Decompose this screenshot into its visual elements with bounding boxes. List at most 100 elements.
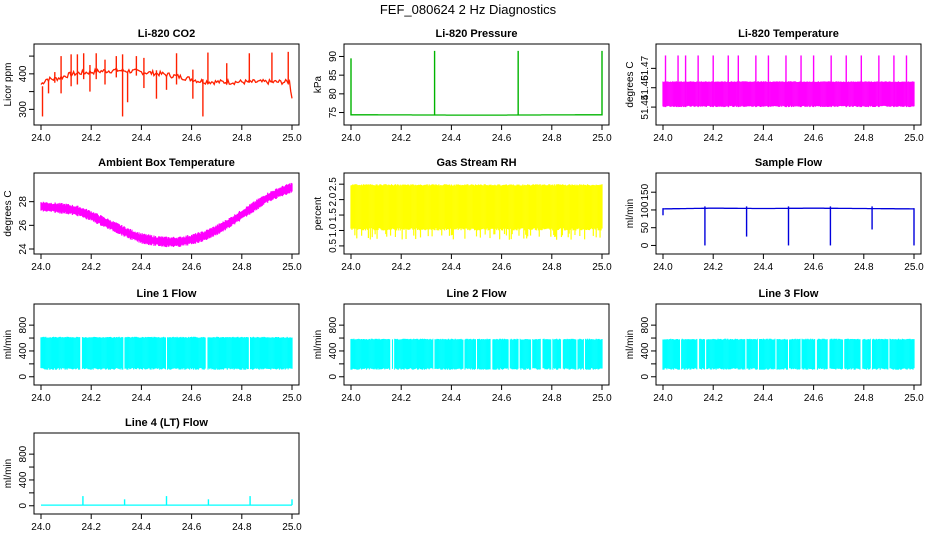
- x-tick-label: 24.4: [132, 262, 152, 273]
- x-tick-label: 24.8: [854, 393, 874, 404]
- x-tick-label: 25.0: [282, 522, 302, 533]
- y-tick-label: 26: [18, 219, 29, 231]
- x-tick-label: 24.2: [391, 133, 411, 144]
- x-tick-label: 24.6: [182, 393, 202, 404]
- data-layer: [40, 336, 293, 370]
- y-tick-label: 1.0: [328, 223, 339, 237]
- x-tick-label: 25.0: [592, 393, 612, 404]
- x-tick-label: 24.6: [804, 262, 824, 273]
- panel-title: Li-820 CO2: [138, 28, 195, 40]
- x-tick-label: 25.0: [282, 393, 302, 404]
- x-tick-label: 24.8: [232, 393, 252, 404]
- x-tick-label: 24.4: [132, 522, 152, 533]
- y-axis-label: ml/min: [625, 330, 636, 359]
- x-tick-label: 24.6: [492, 393, 512, 404]
- x-tick-label: 24.2: [81, 262, 101, 273]
- plot-frame: [33, 43, 300, 126]
- y-tick-label: 0: [328, 374, 339, 380]
- y-tick-label: 100: [640, 201, 651, 218]
- data-layer: [662, 338, 915, 370]
- y-tick-label: 2.0: [328, 192, 339, 206]
- plot-frame: [343, 303, 610, 386]
- x-tick-label: 25.0: [904, 133, 924, 144]
- panel-title: Li-820 Temperature: [738, 28, 839, 40]
- x-tick-label: 24.0: [31, 393, 51, 404]
- panel-title: Li-820 Pressure: [436, 28, 518, 40]
- x-tick-label: 24.8: [232, 522, 252, 533]
- y-tick-label: 50: [640, 222, 651, 234]
- x-tick-label: 24.6: [804, 393, 824, 404]
- y-axis-label: degrees C: [625, 61, 636, 107]
- data-layer: [40, 182, 293, 248]
- x-tick-label: 24.4: [132, 133, 152, 144]
- y-axis-label: degrees C: [3, 190, 14, 236]
- panel-9: Line 4 (LT) Flow ml/min 24.0 24.2 24.4 24.6 24…: [3, 417, 302, 533]
- x-tick-label: 25.0: [592, 262, 612, 273]
- x-tick-label: 24.0: [31, 133, 51, 144]
- y-tick-label: 0: [18, 374, 29, 380]
- y-tick-label: 51.44: [640, 94, 651, 119]
- y-tick-label: 300: [18, 101, 29, 118]
- plot-frame: [343, 43, 610, 126]
- y-axis-label: Licor ppm: [3, 63, 14, 107]
- x-tick-label: 24.4: [442, 262, 462, 273]
- panel-5: Sample Flow ml/min 24.0 24.2 24.4 24.6 24.8 25.…: [625, 157, 924, 273]
- panel-title: Line 2 Flow: [447, 288, 507, 300]
- y-axis-label: ml/min: [3, 330, 14, 359]
- x-tick-label: 24.0: [31, 522, 51, 533]
- panel-1: Li-820 Pressure kPa 24.0 24.2 24.4 24.6 24.8 25…: [313, 28, 612, 144]
- x-tick-label: 24.0: [341, 133, 361, 144]
- plot-frame: [33, 172, 300, 255]
- x-tick-label: 24.4: [442, 133, 462, 144]
- y-tick-label: 0.5: [328, 239, 339, 253]
- panel-7: Line 2 Flow ml/min 24.0 24.2 24.4 24.6 24.8 25.…: [313, 288, 612, 404]
- y-tick-label: 2.5: [328, 177, 339, 191]
- y-tick-label: 400: [18, 471, 29, 488]
- plot-frame: [343, 172, 610, 255]
- y-tick-label: 85: [328, 69, 339, 81]
- data-layer: [350, 50, 603, 116]
- x-tick-label: 24.6: [182, 522, 202, 533]
- figure-title: FEF_080624 2 Hz Diagnostics: [380, 2, 557, 17]
- y-tick-label: 51.46: [640, 75, 651, 100]
- panel-title: Line 4 (LT) Flow: [125, 417, 208, 429]
- x-tick-label: 24.2: [703, 393, 723, 404]
- y-tick-label: 1.5: [328, 208, 339, 222]
- data-layer: [40, 51, 293, 117]
- x-tick-label: 24.0: [653, 262, 673, 273]
- y-tick-label: 400: [328, 342, 339, 359]
- y-tick-label: 800: [18, 445, 29, 462]
- x-tick-label: 24.0: [341, 393, 361, 404]
- x-tick-label: 24.8: [232, 133, 252, 144]
- y-axis-label: percent: [313, 197, 324, 231]
- x-tick-label: 24.0: [653, 393, 673, 404]
- x-tick-label: 24.8: [854, 133, 874, 144]
- x-tick-label: 24.6: [804, 133, 824, 144]
- panel-3: Ambient Box Temperature degrees C 24.0 24.2…: [3, 157, 302, 273]
- panel-title: Sample Flow: [755, 157, 823, 169]
- y-tick-label: 0: [640, 242, 651, 248]
- x-tick-label: 25.0: [282, 133, 302, 144]
- y-tick-label: 80: [328, 88, 339, 100]
- panel-grid: Li-820 CO2 Licor ppm 24.0 24.2 24.4 24.6 24.8 2…: [3, 28, 924, 533]
- y-tick-label: 0: [640, 374, 651, 380]
- x-tick-label: 24.6: [492, 262, 512, 273]
- x-tick-label: 24.2: [81, 522, 101, 533]
- y-tick-label: 400: [18, 342, 29, 359]
- y-axis-label: ml/min: [625, 199, 636, 228]
- x-tick-label: 24.8: [854, 262, 874, 273]
- x-tick-label: 24.4: [442, 393, 462, 404]
- plot-frame: [655, 172, 922, 255]
- x-tick-label: 25.0: [282, 262, 302, 273]
- x-tick-label: 24.2: [703, 133, 723, 144]
- x-tick-label: 24.8: [542, 262, 562, 273]
- plot-frame: [33, 432, 300, 515]
- data-layer: [350, 184, 603, 240]
- x-tick-label: 24.8: [542, 393, 562, 404]
- y-tick-label: 24: [18, 243, 29, 255]
- x-tick-label: 25.0: [904, 393, 924, 404]
- x-tick-label: 24.4: [754, 133, 774, 144]
- x-tick-label: 25.0: [592, 133, 612, 144]
- y-tick-label: 800: [18, 316, 29, 333]
- x-tick-label: 24.2: [81, 133, 101, 144]
